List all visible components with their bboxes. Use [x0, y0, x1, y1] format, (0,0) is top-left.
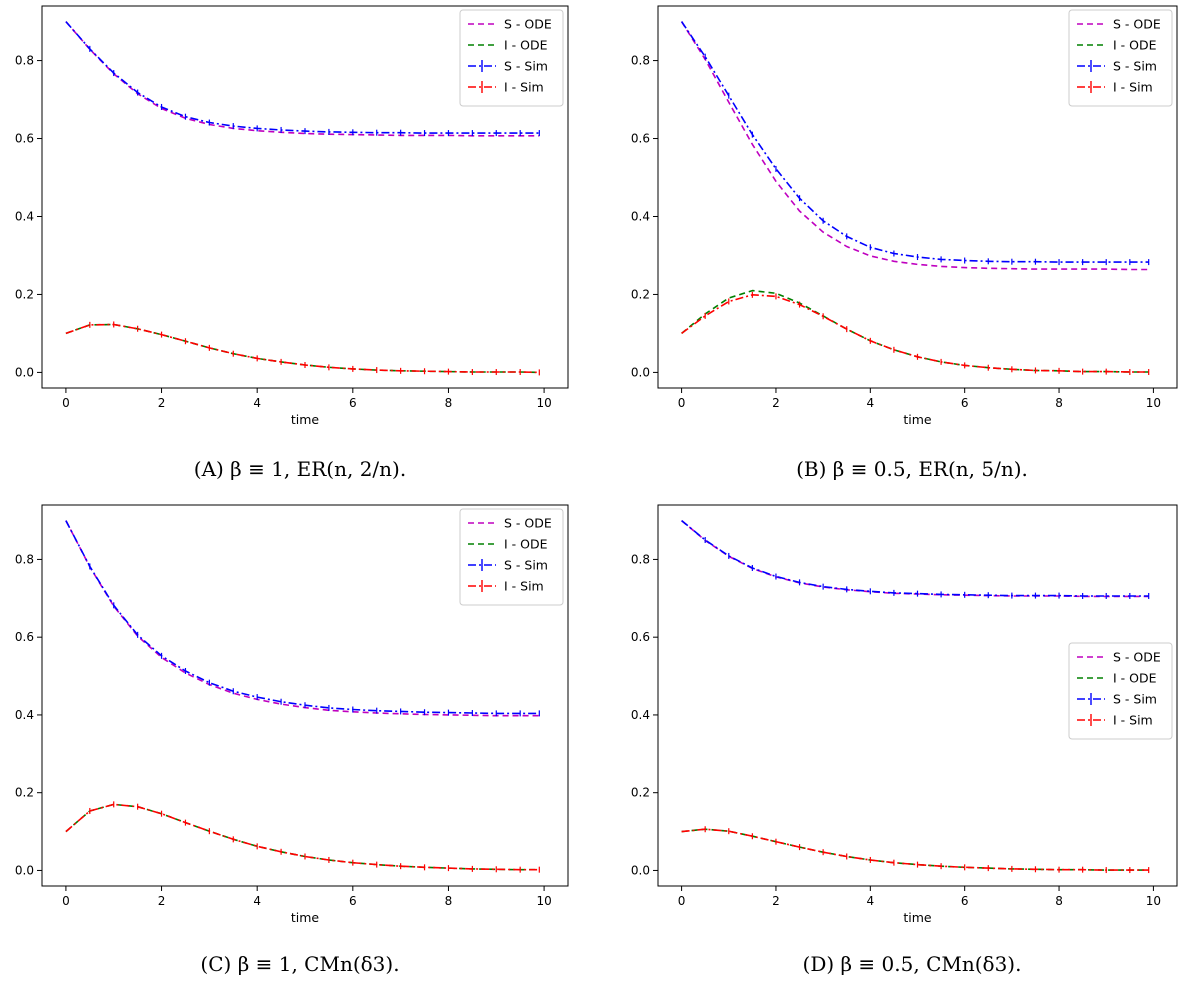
y-tick-label: 0.6 — [15, 132, 34, 146]
x-tick-label: 2 — [772, 894, 780, 908]
y-tick-label: 0.8 — [15, 54, 34, 68]
series-line-i-sim — [65, 323, 540, 374]
y-tick-label: 0.8 — [15, 552, 34, 566]
legend-label: I - Sim — [1113, 713, 1153, 728]
x-tick-label: 8 — [1055, 396, 1063, 410]
chart-panel-3: 0 2 4 6 8 10 0.0 0.2 0.4 0.6 0.8 time S - ODE I - ODE… — [631, 504, 1178, 976]
legend-box — [1068, 9, 1173, 107]
x-tick-label: 10 — [1146, 894, 1161, 908]
x-tick-label: 4 — [253, 894, 261, 908]
legend-label: S - Sim — [1113, 59, 1157, 74]
legend: S - ODE I - ODE S - Sim I - Sim — [1068, 9, 1173, 107]
x-axis-label: time — [903, 412, 932, 427]
y-tick-label: 0.0 — [631, 863, 650, 877]
x-tick-label: 6 — [961, 396, 969, 410]
axes-frame — [657, 5, 1178, 389]
axes-frame — [41, 504, 569, 887]
legend-label: I - ODE — [1113, 671, 1157, 686]
panel-caption: (D) β ≡ 0.5, CMn(δ3). — [803, 952, 1022, 976]
x-tick-label: 10 — [1146, 396, 1161, 410]
x-tick-label: 0 — [62, 894, 70, 908]
legend-label: I - ODE — [504, 38, 548, 53]
legend-label: S - ODE — [1113, 17, 1161, 32]
legend-label: S - Sim — [504, 59, 548, 74]
y-tick-label: 0.4 — [631, 708, 650, 722]
legend-box — [459, 508, 564, 606]
axes-frame — [657, 504, 1178, 887]
x-axis-label: time — [291, 412, 320, 427]
x-axis-label: time — [291, 910, 320, 925]
x-tick-label: 10 — [536, 894, 551, 908]
legend-label: S - ODE — [504, 17, 552, 32]
legend-label: S - ODE — [504, 516, 552, 531]
legend-label: S - Sim — [504, 558, 548, 573]
chart-panel-2: 0 2 4 6 8 10 0.0 0.2 0.4 0.6 0.8 time S - ODE I - ODE… — [15, 504, 569, 976]
y-tick-label: 0.0 — [15, 863, 34, 877]
legend-label: S - Sim — [1113, 692, 1157, 707]
chart-panel-1: 0 2 4 6 8 10 0.0 0.2 0.4 0.6 0.8 time S - ODE I - ODE… — [631, 5, 1178, 481]
series-line-i-ode — [681, 289, 1149, 373]
y-tick-label: 0.8 — [631, 54, 650, 68]
axes-frame — [41, 5, 569, 389]
x-tick-label: 8 — [1055, 894, 1063, 908]
y-tick-label: 0.8 — [631, 552, 650, 566]
y-tick-label: 0.6 — [631, 132, 650, 146]
x-tick-label: 4 — [866, 894, 874, 908]
x-tick-label: 8 — [445, 894, 453, 908]
series-line-s-ode — [680, 21, 1149, 271]
y-tick-label: 0.6 — [15, 630, 34, 644]
series-line-s-ode — [65, 21, 540, 137]
legend: S - ODE I - ODE S - Sim I - Sim — [1068, 642, 1173, 740]
chart-panel-0: 0 2 4 6 8 10 0.0 0.2 0.4 0.6 0.8 time S - ODE I - ODE… — [15, 5, 569, 481]
legend: S - ODE I - ODE S - Sim I - Sim — [459, 9, 564, 107]
series-line-i-ode — [65, 803, 540, 871]
x-tick-label: 2 — [772, 396, 780, 410]
series-line-s-ode — [681, 519, 1149, 598]
x-axis-label: time — [903, 910, 932, 925]
legend-label: I - ODE — [1113, 38, 1157, 53]
legend-box — [1068, 642, 1173, 740]
x-tick-label: 6 — [349, 396, 357, 410]
x-tick-label: 2 — [158, 396, 166, 410]
legend-label: I - Sim — [504, 80, 544, 95]
legend-box — [459, 9, 564, 107]
series-line-i-sim — [681, 828, 1149, 871]
y-tick-label: 0.6 — [631, 630, 650, 644]
x-tick-label: 6 — [961, 894, 969, 908]
series-line-i-sim — [681, 293, 1149, 373]
y-tick-label: 0.4 — [15, 209, 34, 223]
panel-caption: (B) β ≡ 0.5, ER(n, 5/n). — [796, 457, 1028, 481]
x-tick-label: 4 — [253, 396, 261, 410]
series-line-i-sim — [65, 803, 540, 871]
legend-label: I - Sim — [1113, 80, 1153, 95]
x-tick-label: 6 — [349, 894, 357, 908]
y-tick-label: 0.2 — [15, 287, 34, 301]
y-tick-label: 0.0 — [631, 365, 650, 379]
y-tick-label: 0.2 — [631, 287, 650, 301]
y-tick-label: 0.2 — [15, 786, 34, 800]
x-tick-label: 8 — [445, 396, 453, 410]
legend-label: I - Sim — [504, 579, 544, 594]
legend-label: S - ODE — [1113, 650, 1161, 665]
legend-label: I - ODE — [504, 537, 548, 552]
legend: S - ODE I - ODE S - Sim I - Sim — [459, 508, 564, 606]
x-tick-label: 0 — [678, 894, 686, 908]
series-line-s-sim — [681, 519, 1149, 597]
x-tick-label: 4 — [866, 396, 874, 410]
y-tick-label: 0.4 — [15, 708, 34, 722]
y-tick-label: 0.4 — [631, 209, 650, 223]
panel-caption: (C) β ≡ 1, CMn(δ3). — [200, 952, 399, 976]
x-tick-label: 2 — [158, 894, 166, 908]
x-tick-label: 0 — [678, 396, 686, 410]
panel-caption: (A) β ≡ 1, ER(n, 2/n). — [194, 457, 406, 481]
y-tick-label: 0.0 — [15, 365, 34, 379]
y-tick-label: 0.2 — [631, 786, 650, 800]
x-tick-label: 0 — [62, 396, 70, 410]
x-tick-label: 10 — [536, 396, 551, 410]
